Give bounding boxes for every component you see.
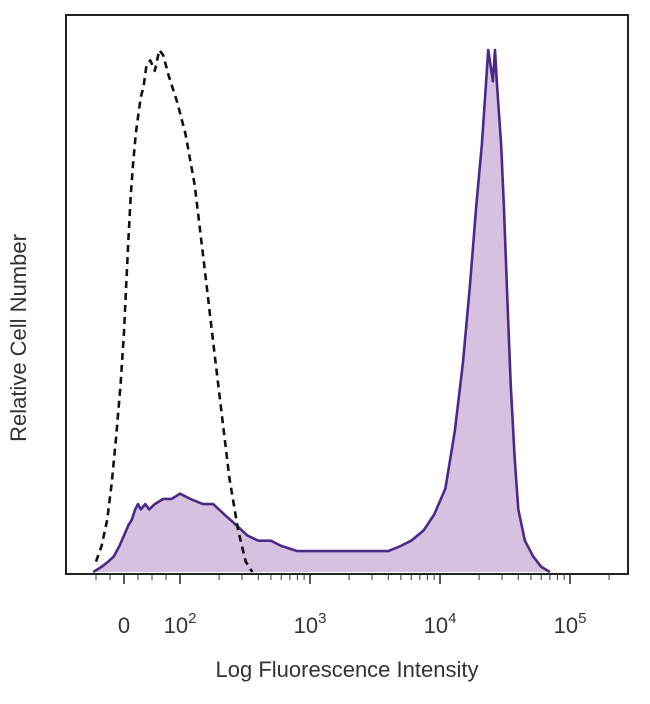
- x-tick-label: 105: [554, 610, 587, 638]
- plot-frame: [65, 14, 629, 575]
- x-tick-label-base: 10: [554, 613, 578, 638]
- x-tick-label: 0: [118, 613, 130, 638]
- isotype-control-histogram: [94, 48, 254, 573]
- stained-histogram-fill: [93, 50, 550, 572]
- x-tick-label-exponent: 4: [448, 610, 456, 627]
- x-tick-label-exponent: 3: [318, 610, 326, 627]
- x-tick-label-exponent: 2: [188, 610, 196, 627]
- x-tick-label-base: 10: [294, 613, 318, 638]
- x-tick-label-base: 0: [118, 613, 130, 638]
- x-tick-label: 103: [294, 610, 327, 638]
- stained-histogram-line: [92, 48, 551, 574]
- x-axis-title: Log Fluorescence Intensity: [216, 657, 479, 682]
- x-tick-label: 102: [164, 610, 197, 638]
- x-tick-label-exponent: 5: [578, 610, 586, 627]
- x-tick-label: 104: [424, 610, 457, 638]
- x-axis-tick-labels: 0 102 103 104 105: [118, 610, 587, 638]
- x-tick-label-base: 10: [164, 613, 188, 638]
- x-axis-minor-ticks: [95, 574, 610, 584]
- x-tick-label-base: 10: [424, 613, 448, 638]
- y-axis-title: Relative Cell Number: [6, 234, 31, 442]
